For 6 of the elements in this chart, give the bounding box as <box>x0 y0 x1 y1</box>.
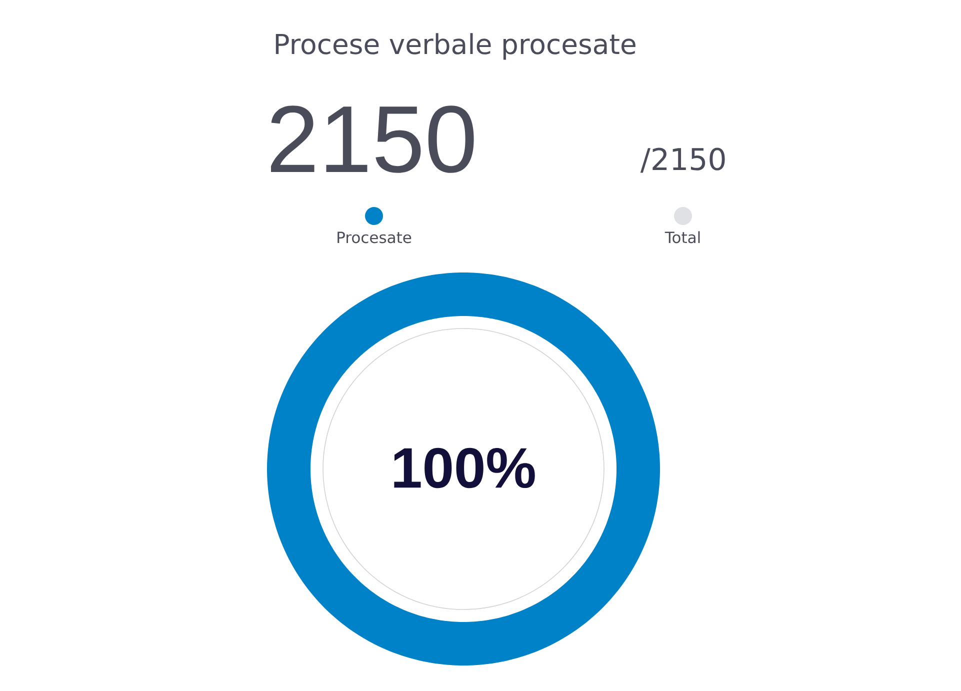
text: 2150 <box>270 106 474 173</box>
chart-title: Procese verbale procesate <box>276 33 636 60</box>
legend-label: Total <box>664 231 700 244</box>
text: /2150 <box>640 148 725 173</box>
legend-label: Procesate <box>338 232 412 244</box>
text: 100% <box>394 448 535 488</box>
